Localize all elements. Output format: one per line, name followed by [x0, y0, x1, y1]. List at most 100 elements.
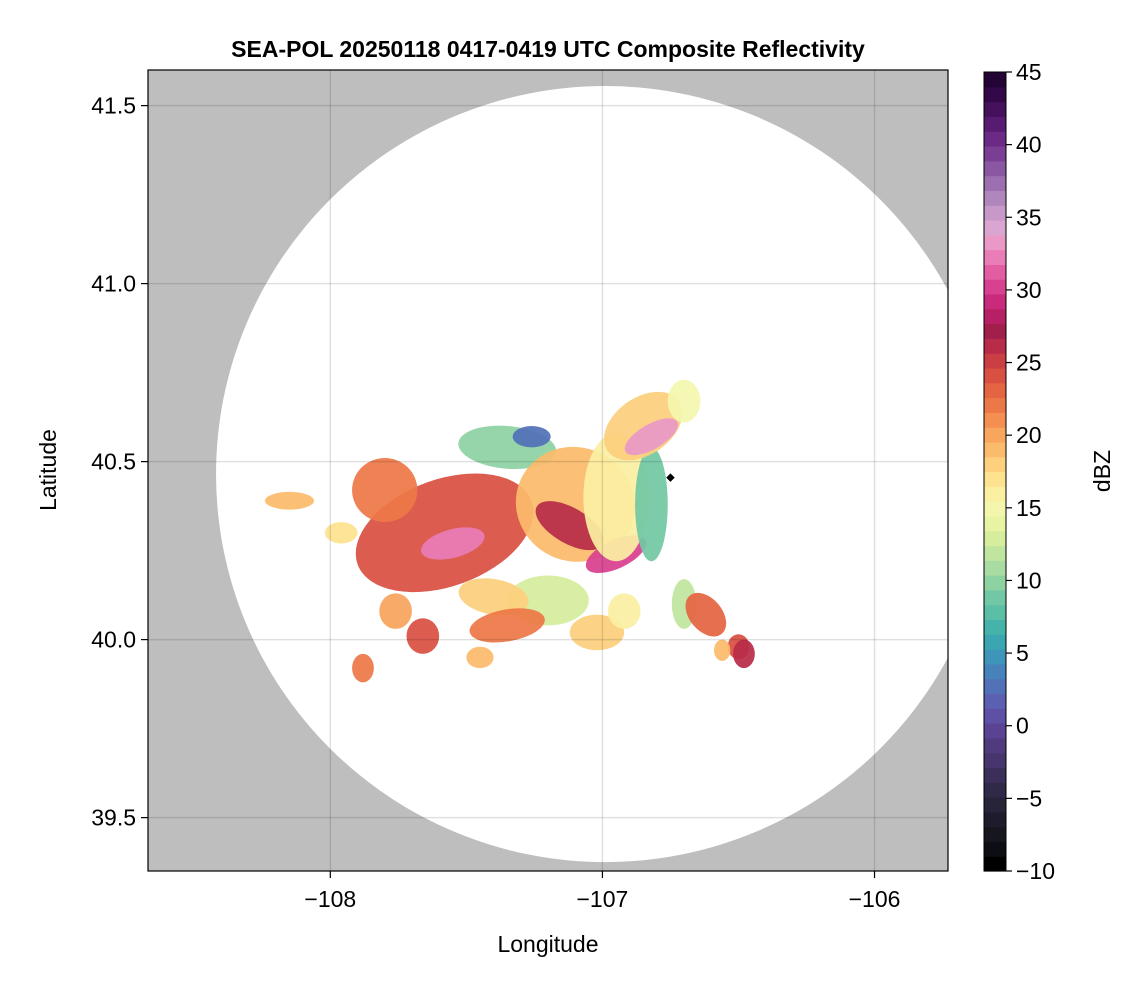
colorbar-swatch — [984, 397, 1006, 413]
x-tick-label: −106 — [849, 886, 901, 912]
colorbar-swatch — [984, 131, 1006, 147]
colorbar-swatch — [984, 782, 1006, 798]
colorbar-swatch — [984, 338, 1006, 354]
colorbar-swatch — [984, 501, 1006, 517]
colorbar-swatch — [984, 72, 1006, 88]
chart-title: SEA-POL 20250118 0417-0419 UTC Composite… — [231, 36, 865, 62]
colorbar-swatch — [984, 530, 1006, 547]
colorbar-swatch — [984, 293, 1006, 310]
colorbar-swatch — [984, 649, 1006, 665]
colorbar-swatch — [984, 353, 1006, 369]
colorbar-tick-label: 10 — [1016, 567, 1042, 593]
reflectivity-cell — [635, 447, 668, 562]
colorbar-swatch — [984, 219, 1006, 236]
y-tick-label: 41.0 — [91, 271, 136, 297]
colorbar-swatch — [984, 441, 1006, 458]
colorbar-swatch — [984, 737, 1006, 754]
colorbar-swatch — [984, 663, 1006, 680]
reflectivity-cell — [733, 639, 755, 669]
colorbar-swatch — [984, 412, 1006, 428]
x-axis-label: Longitude — [497, 931, 598, 957]
x-tick-label: −107 — [577, 886, 629, 912]
colorbar-swatch — [984, 545, 1006, 561]
colorbar-swatch — [984, 471, 1006, 487]
y-tick-label: 41.5 — [91, 93, 136, 119]
colorbar-swatch — [984, 619, 1006, 635]
radar-site-marker — [666, 473, 675, 482]
colorbar-swatch — [984, 145, 1006, 162]
colorbar-swatch — [984, 856, 1006, 872]
x-tick-label: −108 — [304, 886, 356, 912]
reflectivity-cell — [469, 608, 545, 643]
reflectivity-cell — [352, 653, 374, 683]
colorbar-swatch — [984, 175, 1006, 191]
colorbar-swatch — [984, 116, 1006, 132]
reflectivity-cell — [512, 426, 551, 448]
colorbar-swatch — [984, 382, 1006, 399]
colorbar-swatch — [984, 264, 1006, 280]
colorbar-swatch — [984, 723, 1006, 739]
plot-frame — [147, 69, 949, 872]
colorbar-tick-label: −5 — [1016, 785, 1042, 811]
colorbar-tick-label: 40 — [1016, 132, 1042, 158]
colorbar-swatch — [984, 575, 1006, 591]
colorbar-tick-label: 35 — [1016, 204, 1042, 230]
reflectivity-cell — [265, 491, 314, 510]
colorbar-swatch — [984, 160, 1006, 177]
colorbar-tick-label: 5 — [1016, 640, 1029, 666]
colorbar-swatch — [984, 797, 1006, 813]
colorbar-swatch — [984, 811, 1006, 828]
colorbar-swatch — [984, 841, 1006, 857]
colorbar-tick-label: 20 — [1016, 422, 1042, 448]
reflectivity-cell — [569, 614, 625, 651]
colorbar-tick-label: 25 — [1016, 350, 1042, 376]
reflectivity-cell — [324, 522, 358, 544]
colorbar-swatch — [984, 308, 1006, 325]
y-tick-label: 40.5 — [91, 449, 136, 475]
reflectivity-cell — [583, 433, 649, 562]
reflectivity-cell — [535, 501, 604, 551]
colorbar-swatch — [984, 101, 1006, 117]
reflectivity-cell — [667, 379, 701, 423]
reflectivity-cell — [685, 592, 727, 637]
colorbar-tick-label: 15 — [1016, 495, 1042, 521]
colorbar-tick-label: 0 — [1016, 713, 1029, 739]
colorbar: −10 −5 0 5 10 15 20 25 30 35 40 45 — [983, 59, 1055, 884]
reflectivity-cell — [421, 527, 485, 560]
colorbar-swatch — [984, 515, 1006, 532]
colorbar-swatch — [984, 190, 1006, 206]
colorbar-swatch — [984, 427, 1006, 443]
reflectivity-cell — [466, 646, 494, 669]
colorbar-swatch — [984, 826, 1006, 843]
reflectivity-cell — [607, 593, 641, 629]
colorbar-swatch — [984, 323, 1006, 339]
colorbar-swatch — [984, 604, 1006, 621]
colorbar-swatch — [984, 560, 1006, 576]
reflectivity-cell — [352, 458, 418, 523]
colorbar-swatch — [984, 678, 1006, 695]
y-tick-label: 40.0 — [91, 627, 136, 653]
reflectivity-cell — [458, 578, 529, 616]
colorbar-swatch — [984, 486, 1006, 502]
colorbar-swatch — [984, 249, 1006, 265]
colorbar-swatch — [984, 86, 1006, 103]
colorbar-tick-label: 30 — [1016, 277, 1042, 303]
colorbar-swatch — [984, 279, 1006, 295]
colorbar-tick-label: −10 — [1016, 858, 1055, 884]
colorbar-swatch — [984, 693, 1006, 709]
colorbar-swatch — [984, 234, 1006, 251]
y-tick-label: 39.5 — [91, 805, 136, 831]
colorbar-swatch — [984, 456, 1006, 473]
colorbar-swatch — [984, 634, 1006, 650]
colorbar-swatch — [984, 589, 1006, 606]
colorbar-swatch — [984, 767, 1006, 783]
reflectivity-cell — [713, 639, 731, 661]
reflectivity-cell — [379, 593, 412, 629]
colorbar-swatch — [984, 708, 1006, 724]
colorbar-label: dBZ — [1089, 450, 1115, 492]
colorbar-tick-label: 45 — [1016, 59, 1042, 85]
y-axis-label: Latitude — [35, 429, 61, 511]
colorbar-swatch — [984, 205, 1006, 221]
colorbar-swatch — [984, 367, 1006, 384]
